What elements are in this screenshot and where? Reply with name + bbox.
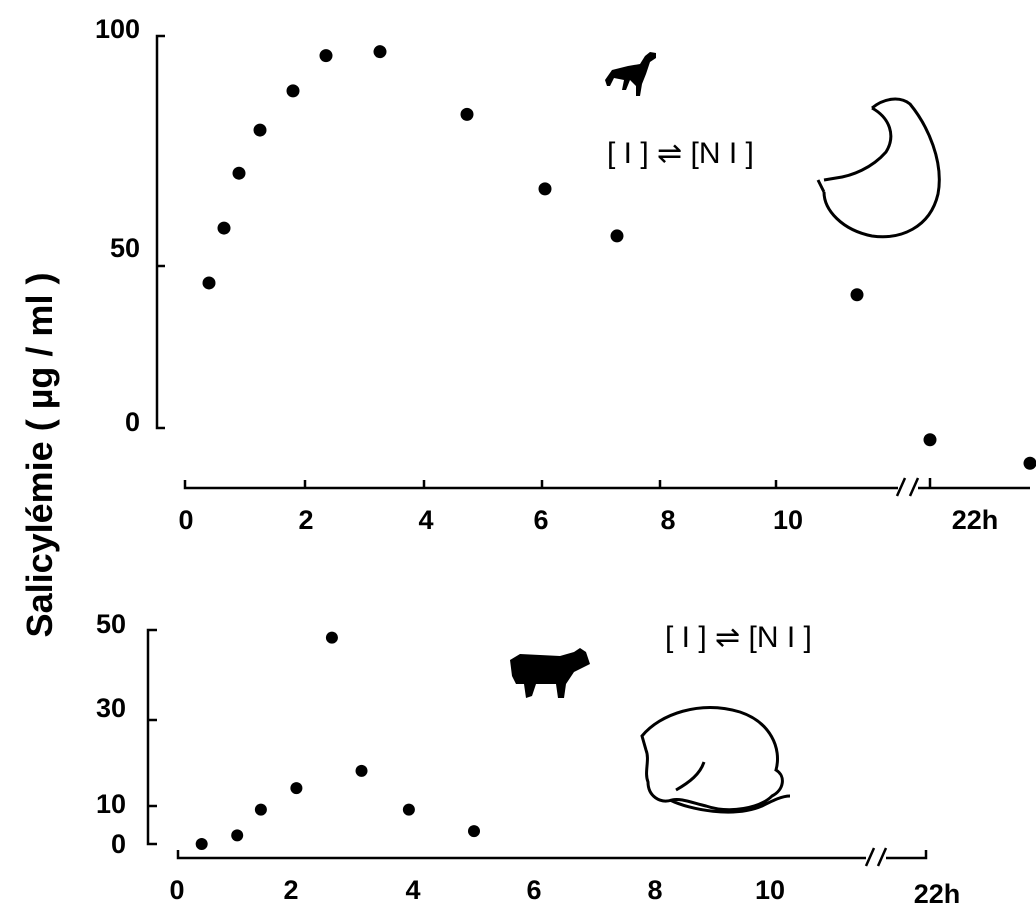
data-point (202, 276, 216, 290)
bottom-y-tick-label: 50 (96, 609, 126, 639)
top-y-axis (155, 34, 165, 430)
bottom-x-tick-label: 22h (914, 879, 961, 907)
bottom-x-tick-label: 6 (526, 875, 541, 905)
data-point (319, 49, 333, 63)
bottom-x-tick-label: 8 (647, 875, 662, 905)
top-x-axis-break (895, 477, 920, 497)
stomach-icon (816, 97, 941, 239)
rumen-icon (640, 706, 791, 814)
bottom-y-tick-label: 10 (96, 789, 126, 819)
data-point (217, 221, 231, 235)
dog-icon (605, 52, 656, 96)
top-x-tick-label: 2 (298, 505, 313, 535)
bottom-x-tick-label: 4 (405, 875, 420, 905)
bottom-data-points (195, 631, 480, 850)
top-panel: 100 50 0 0 2 4 6 8 10 22h [ I ] ⇌ [N I ] (95, 14, 1036, 535)
top-y-tick-label: 0 (125, 407, 140, 437)
bottom-equilibrium-formula: [ I ] ⇌ [N I ] (665, 621, 812, 654)
bottom-y-tick-label: 0 (111, 829, 126, 859)
data-point (254, 803, 267, 816)
top-x-ticks (303, 478, 932, 488)
data-point (195, 838, 208, 850)
top-data-points (202, 45, 1036, 470)
bottom-x-tick-label: 10 (755, 875, 785, 905)
data-point (373, 45, 387, 59)
top-equilibrium-formula: [ I ] ⇌ [N I ] (607, 137, 754, 170)
data-point (468, 825, 480, 838)
top-x-tick-label: 6 (533, 505, 548, 535)
top-y-tick-label: 100 (95, 14, 140, 44)
data-point (231, 829, 244, 842)
data-point (286, 84, 300, 98)
bottom-x-tick-label: 2 (283, 875, 298, 905)
cow-icon (510, 648, 590, 698)
data-point (253, 123, 267, 137)
top-y-tick-label: 50 (110, 233, 140, 263)
data-point (538, 182, 552, 196)
data-point (232, 166, 246, 180)
bottom-x-tick-label: 0 (169, 875, 184, 905)
data-point (355, 764, 368, 777)
top-x-tick-label: 10 (773, 505, 803, 535)
top-x-tick-label: 4 (418, 505, 433, 535)
data-point (290, 782, 303, 795)
data-point (610, 229, 624, 243)
top-x-tick-label: 22h (952, 505, 999, 535)
data-point (850, 288, 864, 302)
bottom-y-tick-label: 30 (96, 693, 126, 723)
bottom-y-ticks (148, 718, 157, 808)
data-point (1023, 456, 1036, 470)
data-point (460, 107, 474, 121)
bottom-y-axis (146, 628, 157, 846)
data-point (402, 803, 415, 816)
bottom-panel: 50 30 10 0 0 2 4 6 8 10 22h [ I ] ⇌ [N I… (96, 609, 960, 907)
bottom-x-axis (176, 850, 928, 860)
y-axis-title: Salicylémie ( µg / ml ) (19, 273, 60, 638)
top-x-tick-label: 0 (178, 505, 193, 535)
bottom-x-axis-break (864, 847, 888, 867)
data-point (923, 433, 937, 447)
data-point (325, 631, 338, 644)
top-x-tick-label: 8 (660, 505, 675, 535)
